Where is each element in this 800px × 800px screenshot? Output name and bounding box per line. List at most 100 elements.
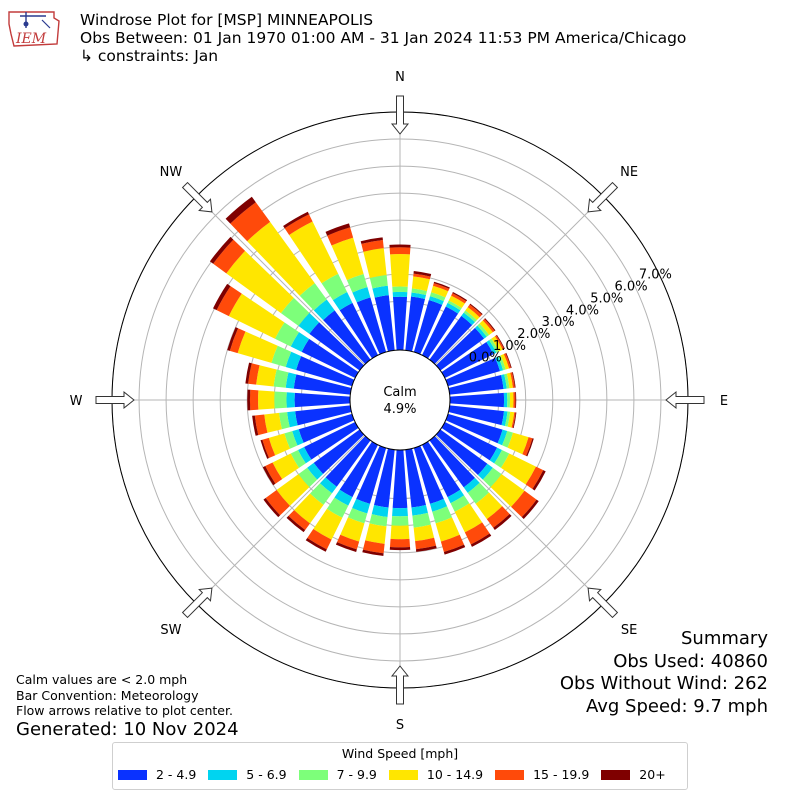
bar-segment [415, 545, 437, 552]
bar-segment [339, 302, 379, 359]
bar-segment [284, 214, 313, 236]
bar-segment [287, 411, 298, 428]
bar-segment [262, 437, 276, 459]
bar-segment [503, 353, 511, 369]
bar-segment [464, 522, 490, 545]
bar-segment [525, 466, 544, 489]
bar-segment [274, 391, 287, 409]
legend-label: 10 - 14.9 [426, 767, 484, 782]
bar-segment [448, 405, 505, 426]
bar-segment [467, 482, 490, 504]
bar-segment [507, 432, 529, 455]
bar-segment [482, 318, 495, 333]
bar-segment [293, 374, 352, 395]
bar-segment [216, 286, 242, 317]
bar-segment [479, 320, 493, 336]
radial-tick-label: 1.0% [493, 339, 526, 354]
bar-segment [506, 372, 513, 389]
bar-segment [452, 291, 468, 302]
bar-segment [429, 436, 475, 488]
bar-segment [503, 392, 508, 408]
legend-item: 10 - 14.9 [388, 767, 484, 782]
bar-segment [298, 413, 355, 443]
bar-segment [374, 295, 395, 352]
legend-label: 2 - 4.9 [156, 767, 197, 782]
bar-segment [301, 338, 359, 379]
calm-label: Calm [383, 385, 416, 400]
bar-segment [346, 274, 368, 293]
bar-segment [356, 297, 387, 355]
legend-item: 20+ [601, 767, 666, 782]
bar-segment [298, 467, 318, 488]
summary-obs-used: Obs Used: 40860 [613, 650, 768, 672]
bar-segment [515, 392, 517, 408]
flow-arrow [587, 587, 619, 619]
bar-segment [477, 323, 490, 337]
bar-segment [470, 533, 492, 547]
radial-tick-label: 0.0% [469, 351, 502, 366]
bar-segment [436, 429, 488, 475]
bar-segment [445, 302, 461, 314]
bar-segment [298, 446, 312, 464]
bar-segment [454, 503, 483, 533]
bar-segment [392, 291, 408, 297]
bar-segment [323, 310, 371, 364]
legend-swatch [298, 769, 328, 780]
bar-segment [268, 433, 290, 456]
bar-segment [372, 285, 389, 298]
bar-segment [507, 411, 515, 428]
bar-segment [347, 508, 368, 524]
bar-segment [390, 525, 410, 540]
bar-segment [461, 312, 475, 325]
summary-avg-speed: Avg Speed: 9.7 mph [586, 695, 768, 717]
radial-tick-label: 5.0% [590, 291, 623, 306]
bar-segment [475, 492, 503, 520]
radial-tick-label: 7.0% [639, 268, 672, 283]
bar-segment [225, 196, 256, 224]
bar-segment [298, 312, 320, 334]
bar-segment [448, 374, 504, 395]
bar-segment [432, 506, 453, 524]
bar-segment [391, 515, 409, 526]
bar-segment [209, 236, 234, 264]
bar-segment [352, 286, 371, 303]
bar-segment [500, 353, 510, 370]
bar-segment [213, 283, 231, 311]
bar-segment [229, 328, 246, 354]
summary-panel: Summary Obs Used: 40860 Obs Without Wind… [560, 628, 768, 718]
bar-segment [213, 239, 246, 274]
compass-label: NW [160, 165, 183, 180]
flow-arrow [390, 95, 410, 135]
bar-segment [463, 310, 477, 323]
bar-segment [265, 462, 283, 484]
bar-segment [413, 299, 443, 355]
bar-segment [307, 529, 332, 550]
bar-segment [484, 318, 496, 332]
bar-segment [272, 453, 300, 480]
legend-title: Wind Speed [mph] [341, 746, 459, 761]
bar-segment [494, 449, 510, 468]
compass-label: N [395, 70, 405, 85]
bar-segment [440, 534, 465, 552]
bar-segment [501, 411, 508, 426]
bar-segment [411, 276, 430, 292]
flow-arrow [95, 390, 135, 410]
bar-segment [313, 429, 364, 475]
bar-segment [463, 477, 480, 493]
legend-label: 5 - 6.9 [246, 767, 287, 782]
bar-segment [392, 296, 408, 351]
bar-segment [512, 412, 517, 429]
bar-segment [228, 293, 285, 339]
chart-constraints: ↳ constraints: Jan [80, 47, 219, 65]
bar-segment [431, 285, 449, 298]
radial-tick-label: 6.0% [615, 280, 648, 295]
logo-text: IEM [15, 31, 47, 47]
bar-segment [321, 273, 348, 301]
bar-segment [510, 372, 515, 388]
legend-label: 7 - 9.9 [336, 767, 377, 782]
compass-label: SW [160, 623, 181, 638]
compass-label: W [70, 394, 83, 409]
bar-segment [433, 281, 450, 289]
legend: Wind Speed [mph] 2 - 4.9 5 - 6.9 7 - 9.9… [112, 742, 688, 790]
bar-segment [435, 517, 460, 542]
